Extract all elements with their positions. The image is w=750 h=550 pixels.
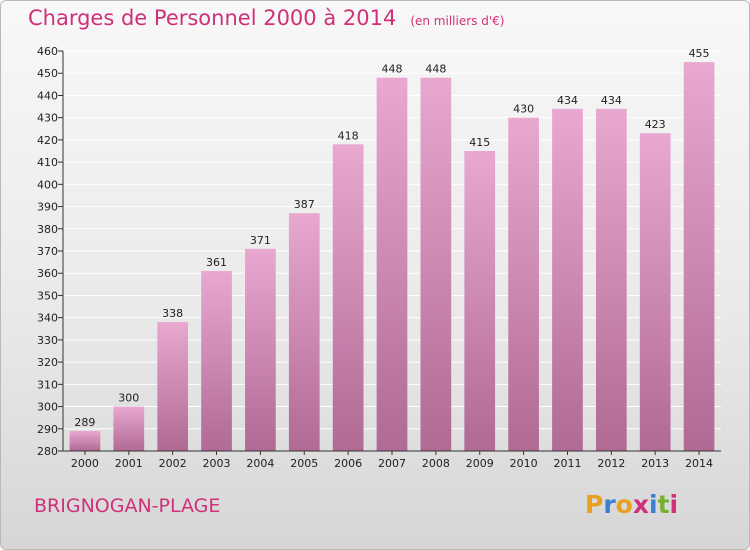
proxiti-logo[interactable]: Proxiti	[585, 490, 678, 519]
y-tick-label: 430	[37, 112, 58, 125]
x-tick-label-2002: 2002	[159, 457, 187, 470]
y-tick-label: 380	[37, 223, 58, 236]
bar-2010[interactable]	[508, 117, 539, 452]
bar-2012[interactable]	[595, 108, 627, 452]
value-label-2011: 434	[557, 94, 578, 107]
bar-2003[interactable]	[201, 271, 232, 451]
x-tick-label-2003: 2003	[203, 457, 231, 470]
value-label-2014: 455	[689, 47, 710, 60]
bar-2007[interactable]	[376, 77, 408, 452]
value-label-2000: 289	[74, 416, 95, 429]
bar-series	[69, 62, 715, 452]
bar-2002[interactable]	[157, 322, 189, 451]
y-tick-label: 370	[37, 245, 58, 258]
y-tick-label: 390	[37, 201, 58, 214]
logo-letter: o	[615, 490, 633, 519]
value-label-2012: 434	[601, 94, 622, 107]
x-tick-label-2001: 2001	[115, 457, 143, 470]
y-tick-label: 290	[37, 423, 58, 436]
chart-title-text: Charges de Personnel 2000 à 2014	[28, 6, 397, 30]
logo-letter: i	[649, 490, 658, 519]
bar-2008[interactable]	[420, 77, 452, 452]
bar-2001[interactable]	[113, 406, 145, 451]
labels: 280 290 300 310 320 330 340 350 360 370 380 390 400 4…	[37, 45, 713, 470]
value-label-2004: 371	[250, 234, 271, 247]
value-label-2003: 361	[206, 256, 227, 269]
value-label-2001: 300	[118, 392, 139, 405]
bar-2014[interactable]	[683, 62, 715, 451]
value-label-2007: 448	[382, 63, 403, 76]
value-label-2013: 423	[645, 118, 666, 131]
x-tick-label-2012: 2012	[597, 457, 625, 470]
value-label-2010: 430	[513, 103, 534, 116]
bar-2004[interactable]	[245, 248, 276, 451]
town-name: BRIGNOGAN-PLAGE	[34, 495, 221, 517]
x-tick-label-2006: 2006	[334, 457, 362, 470]
bar-2013[interactable]	[639, 133, 671, 451]
y-tick-label: 300	[37, 401, 58, 414]
y-tick-label: 310	[37, 378, 58, 391]
logo-letter: t	[657, 490, 670, 519]
chart-subtitle: (en milliers d'€)	[410, 14, 505, 28]
value-label-2008: 448	[425, 63, 446, 76]
x-tick-label-2004: 2004	[246, 457, 274, 470]
y-tick-label: 420	[37, 134, 58, 147]
x-tick-label-2011: 2011	[553, 457, 581, 470]
y-tick-label: 460	[37, 45, 58, 58]
y-tick-label: 410	[37, 156, 58, 169]
logo-letter: i	[669, 490, 679, 519]
y-tick-label: 450	[37, 67, 58, 80]
x-tick-label-2014: 2014	[685, 457, 713, 470]
logo-letter: r	[603, 490, 616, 519]
bar-2011[interactable]	[552, 108, 583, 452]
x-tick-label-2000: 2000	[71, 457, 99, 470]
x-tick-label-2013: 2013	[641, 457, 669, 470]
y-tick-label: 340	[37, 312, 58, 325]
x-tick-label-2007: 2007	[378, 457, 406, 470]
logo-letter: x	[632, 490, 649, 519]
bar-2005[interactable]	[288, 213, 320, 451]
y-tick-label: 400	[37, 178, 58, 191]
y-tick-label: 330	[37, 334, 58, 347]
bar-2009[interactable]	[464, 151, 496, 451]
x-tick-label-2008: 2008	[422, 457, 450, 470]
chart-title: Charges de Personnel 2000 à 2014 (en mill…	[28, 6, 504, 30]
x-tick-label-2009: 2009	[466, 457, 494, 470]
x-tick-label-2010: 2010	[510, 457, 538, 470]
logo-letter: P	[585, 490, 604, 519]
y-tick-label: 360	[37, 267, 58, 280]
value-label-2002: 338	[162, 307, 183, 320]
bar-2000[interactable]	[69, 431, 101, 451]
value-label-2009: 415	[469, 136, 490, 149]
y-tick-label: 320	[37, 356, 58, 369]
value-label-2005: 387	[294, 198, 315, 211]
y-tick-label: 280	[37, 445, 58, 458]
y-tick-label: 350	[37, 289, 58, 302]
value-label-2006: 418	[338, 129, 359, 142]
x-tick-label-2005: 2005	[290, 457, 318, 470]
bar-2006[interactable]	[332, 144, 364, 452]
y-tick-label: 440	[37, 89, 58, 102]
axes	[58, 50, 721, 455]
